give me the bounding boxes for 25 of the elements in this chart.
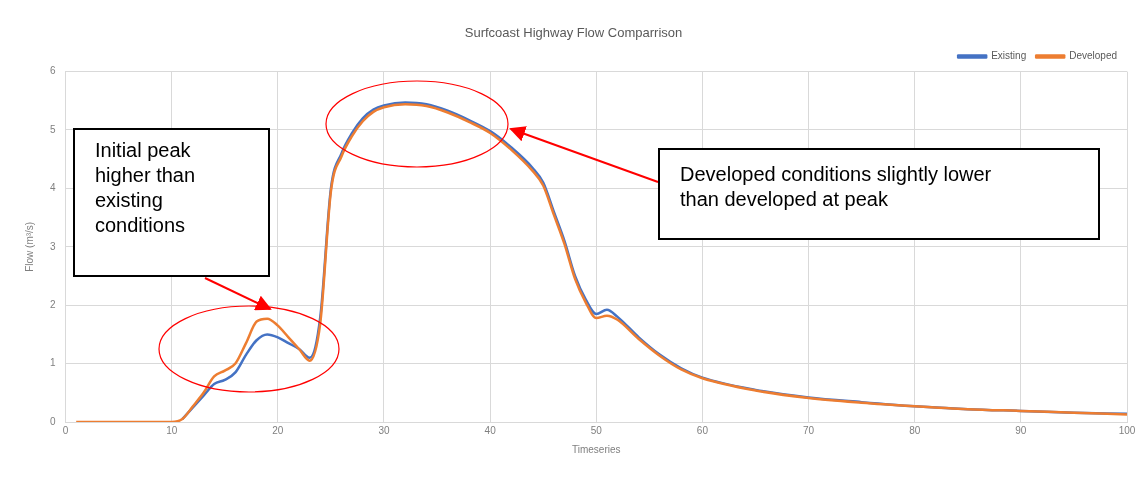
y-tick-label: 3	[50, 240, 56, 252]
legend-label: Existing	[991, 50, 1027, 62]
x-tick-label: 90	[1015, 424, 1027, 436]
x-tick-label: 70	[803, 424, 815, 436]
chart-title: Surfcoast Highway Flow Comparrison	[464, 25, 683, 41]
y-tick-label: 5	[50, 123, 56, 135]
x-tick-label: 50	[590, 424, 603, 436]
x-tick-label: 10	[166, 424, 178, 436]
y-tick-label: 2	[50, 298, 56, 310]
legend-label: Developed	[1069, 50, 1117, 62]
callout-box: Initial peak higher than existing conditions	[73, 128, 270, 277]
x-tick-label: 80	[909, 424, 921, 436]
x-tick-label: 0	[62, 424, 69, 436]
x-tick-label: 60	[696, 424, 709, 436]
x-axis-title: Timeseries	[572, 443, 621, 455]
y-tick-label: 4	[50, 182, 56, 194]
y-tick-label: 6	[50, 65, 56, 77]
x-tick-label: 30	[378, 424, 390, 436]
y-tick-label: 1	[50, 357, 56, 369]
x-tick-label: 40	[484, 424, 497, 436]
callout-box: Developed conditions slightly lower than developed at peak	[658, 148, 1100, 240]
y-axis-title: Flow (m³/s)	[23, 221, 35, 272]
x-tick-label: 100	[1118, 424, 1136, 436]
x-tick-label: 20	[272, 424, 284, 436]
y-tick-label: 0	[50, 415, 56, 427]
